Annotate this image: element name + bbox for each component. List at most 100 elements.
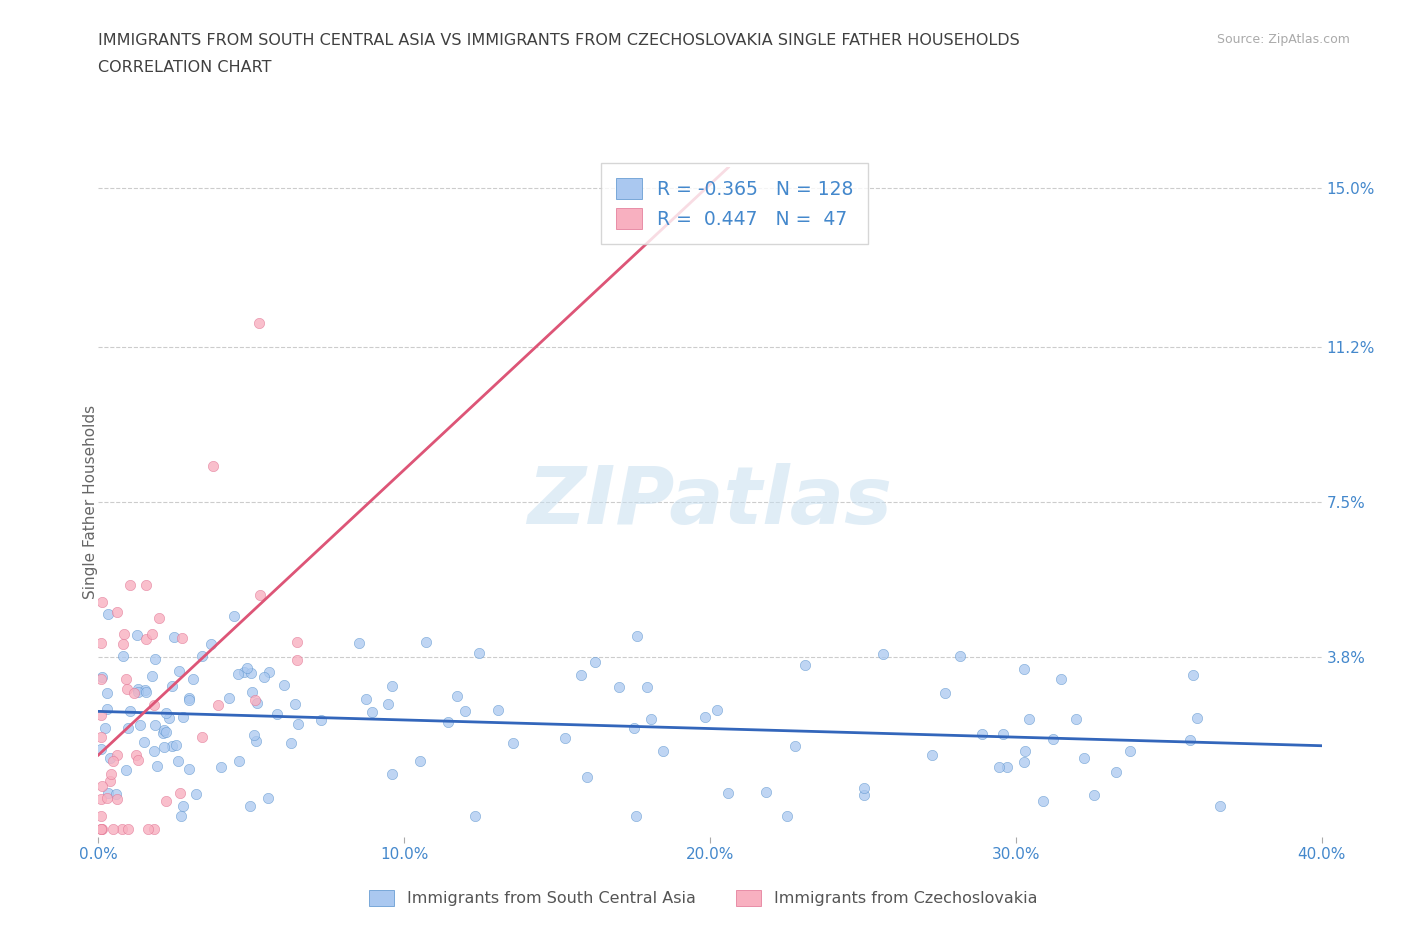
- Point: [111, 636, 134, 651]
- Point: [446, 689, 468, 704]
- Point: [640, 711, 662, 726]
- Point: [96, 790, 118, 805]
- Point: [97, 786, 120, 801]
- Point: [1014, 743, 1036, 758]
- Point: [160, 738, 183, 753]
- Point: [90, 821, 112, 836]
- Point: [377, 696, 399, 711]
- Point: [987, 760, 1010, 775]
- Point: [172, 798, 194, 813]
- Point: [1064, 711, 1087, 726]
- Point: [105, 791, 128, 806]
- Point: [103, 753, 125, 768]
- Point: [454, 703, 477, 718]
- Y-axis label: Single Father Households: Single Father Households: [83, 405, 97, 599]
- Point: [755, 785, 778, 800]
- Point: [152, 725, 174, 740]
- Point: [1083, 788, 1105, 803]
- Point: [285, 634, 308, 649]
- Point: [1209, 799, 1232, 814]
- Point: [200, 637, 222, 652]
- Point: [1181, 668, 1204, 683]
- Point: [90, 741, 112, 756]
- Point: [135, 578, 157, 592]
- Point: [1014, 755, 1036, 770]
- Point: [160, 678, 183, 693]
- Point: [143, 718, 166, 733]
- Point: [1185, 711, 1208, 725]
- Point: [1105, 764, 1128, 779]
- Point: [115, 682, 138, 697]
- Point: [117, 821, 139, 836]
- Point: [96, 685, 118, 700]
- Point: [280, 736, 302, 751]
- Point: [921, 748, 943, 763]
- Point: [165, 737, 187, 752]
- Point: [652, 744, 675, 759]
- Point: [105, 604, 128, 619]
- Point: [464, 809, 486, 824]
- Point: [127, 682, 149, 697]
- Point: [125, 628, 148, 643]
- Point: [97, 606, 120, 621]
- Point: [1032, 794, 1054, 809]
- Point: [636, 680, 658, 695]
- Text: IMMIGRANTS FROM SOUTH CENTRAL ASIA VS IMMIGRANTS FROM CZECHOSLOVAKIA SINGLE FATH: IMMIGRANTS FROM SOUTH CENTRAL ASIA VS IM…: [98, 33, 1021, 47]
- Point: [172, 631, 194, 645]
- Point: [136, 821, 159, 836]
- Legend: Immigrants from South Central Asia, Immigrants from Czechoslovakia: Immigrants from South Central Asia, Immi…: [363, 884, 1043, 912]
- Point: [94, 721, 117, 736]
- Point: [169, 785, 191, 800]
- Point: [143, 744, 166, 759]
- Point: [90, 778, 112, 793]
- Point: [134, 683, 156, 698]
- Point: [129, 718, 152, 733]
- Point: [184, 787, 207, 802]
- Point: [141, 669, 163, 684]
- Point: [143, 698, 166, 713]
- Point: [347, 635, 370, 650]
- Point: [246, 696, 269, 711]
- Point: [583, 655, 606, 670]
- Point: [569, 667, 592, 682]
- Point: [162, 630, 184, 644]
- Point: [793, 658, 815, 672]
- Point: [287, 717, 309, 732]
- Text: CORRELATION CHART: CORRELATION CHART: [98, 60, 271, 75]
- Point: [1178, 733, 1201, 748]
- Point: [90, 671, 112, 686]
- Point: [90, 821, 112, 836]
- Point: [245, 734, 267, 749]
- Point: [360, 705, 382, 720]
- Point: [468, 645, 491, 660]
- Point: [90, 670, 112, 684]
- Point: [135, 684, 157, 699]
- Point: [626, 629, 648, 644]
- Point: [240, 684, 263, 699]
- Point: [157, 711, 180, 725]
- Point: [172, 711, 194, 725]
- Point: [266, 706, 288, 721]
- Point: [167, 663, 190, 678]
- Point: [132, 735, 155, 750]
- Point: [146, 759, 169, 774]
- Point: [1018, 711, 1040, 726]
- Point: [135, 631, 157, 646]
- Point: [145, 651, 167, 666]
- Point: [852, 787, 875, 802]
- Point: [222, 609, 245, 624]
- Point: [607, 679, 630, 694]
- Point: [1073, 751, 1095, 765]
- Point: [90, 730, 112, 745]
- Point: [111, 821, 134, 836]
- Point: [90, 636, 112, 651]
- Point: [934, 685, 956, 700]
- Point: [155, 793, 177, 808]
- Point: [202, 458, 225, 473]
- Point: [148, 610, 170, 625]
- Point: [776, 809, 799, 824]
- Point: [243, 727, 266, 742]
- Point: [239, 798, 262, 813]
- Point: [191, 648, 214, 663]
- Point: [98, 751, 121, 765]
